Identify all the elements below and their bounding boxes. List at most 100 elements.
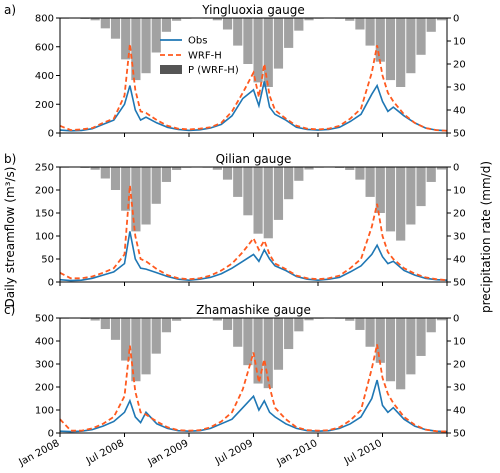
precip-bar xyxy=(151,18,161,53)
precip-bar xyxy=(131,318,141,382)
precip-bar xyxy=(121,18,131,60)
precip-bar xyxy=(243,167,253,216)
precip-bar xyxy=(385,167,396,232)
precip-bar xyxy=(416,18,426,55)
left-y-tick-label: 600 xyxy=(35,42,54,53)
panel-title: Zhamashike gauge xyxy=(196,303,311,317)
right-y-tick-label: 40 xyxy=(453,106,466,117)
right-y-tick-label: 30 xyxy=(453,383,466,394)
left-y-tick-label: 200 xyxy=(35,186,54,197)
x-tick-label: Jul 2008 xyxy=(84,438,126,467)
precip-bar xyxy=(355,18,365,30)
precip-bar xyxy=(161,18,172,32)
precip-bar xyxy=(212,18,222,21)
left-y-tick-label: 0 xyxy=(48,129,54,140)
left-y-tick-label: 50 xyxy=(41,255,54,266)
precip-bar xyxy=(416,318,426,356)
precip-bar xyxy=(172,167,182,170)
legend: Obs WRF-H P (WRF-H) xyxy=(160,36,239,76)
precip-bar xyxy=(253,167,263,234)
precip-bar xyxy=(396,318,406,390)
right-y-tick-label: 20 xyxy=(453,209,466,220)
precip-bar xyxy=(243,18,253,64)
precip-bar xyxy=(436,318,446,321)
precip-bar xyxy=(263,18,273,87)
precip-bar xyxy=(406,318,416,375)
precip-bar xyxy=(416,167,426,207)
x-tick-label: Jul 2010 xyxy=(342,438,384,467)
right-y-tick-label: 0 xyxy=(453,314,459,325)
precip-bar xyxy=(172,18,182,21)
precip-bar xyxy=(222,318,233,330)
right-y-tick-label: 10 xyxy=(453,186,466,197)
precip-bar xyxy=(345,318,355,321)
panel-title: Qilian gauge xyxy=(216,152,292,166)
precip-bar xyxy=(100,318,110,330)
precip-bar xyxy=(284,167,294,200)
right-y-tick-label: 10 xyxy=(453,337,466,348)
panel-title: Yingluoxia gauge xyxy=(201,3,305,17)
precip-bar xyxy=(100,18,110,29)
left-y-tick-label: 500 xyxy=(35,314,54,325)
precip-bar xyxy=(90,318,100,321)
precip-bar xyxy=(131,167,141,232)
right-y-tick-label: 40 xyxy=(453,406,466,417)
left-y-tick-label: 800 xyxy=(35,14,54,25)
precip-bar xyxy=(161,167,172,182)
x-tick-label: Jan 2010 xyxy=(274,438,319,469)
right-y-tick-label: 10 xyxy=(453,37,466,48)
wrf-series-line xyxy=(59,43,448,132)
panel-letter: b) xyxy=(4,152,16,166)
right-y-tick-label: 50 xyxy=(453,278,466,289)
precip-bar xyxy=(151,167,161,204)
right-y-tick-label: 20 xyxy=(453,60,466,71)
precip-bar xyxy=(345,167,355,170)
precip-bar xyxy=(273,318,284,370)
left-y-tick-label: 300 xyxy=(35,360,54,371)
precip-bar xyxy=(100,167,110,179)
right-y-tick-label: 20 xyxy=(453,360,466,371)
precip-bar xyxy=(212,167,222,170)
panel-letter: a) xyxy=(4,3,16,17)
precip-bar xyxy=(90,167,100,170)
precip-bar xyxy=(131,18,141,81)
precip-bar xyxy=(304,167,314,170)
left-y-tick-label: 400 xyxy=(35,337,54,348)
precip-bar xyxy=(426,167,436,182)
right-y-tick-label: 50 xyxy=(453,429,466,440)
precip-bar xyxy=(426,318,436,333)
precip-bar xyxy=(273,167,284,220)
x-tick-label: Jan 2008 xyxy=(16,438,61,469)
precip-bar xyxy=(304,318,314,321)
precip-bar xyxy=(90,18,100,21)
right-y-tick-label: 30 xyxy=(453,232,466,243)
precip-bar xyxy=(294,167,304,181)
left-y-tick-label: 0 xyxy=(48,429,54,440)
precip-bar xyxy=(253,318,263,384)
legend-wrf-label: WRF-H xyxy=(188,51,222,62)
right-y-axis-label: precipitation rate (mm/d) xyxy=(479,161,493,313)
precip-bar xyxy=(253,18,263,83)
x-tick-label: Jul 2009 xyxy=(213,438,255,467)
left-y-tick-label: 200 xyxy=(35,383,54,394)
precip-bar xyxy=(396,167,406,241)
precip-bar xyxy=(121,167,131,211)
right-y-tick-label: 30 xyxy=(453,83,466,94)
left-y-tick-label: 400 xyxy=(35,71,54,82)
panel-2: 0 50 100 150 200 250 0 10 20 30 40 50 b) Qilian gauge xyxy=(4,152,466,289)
precip-bar xyxy=(110,18,121,39)
precip-bar xyxy=(172,318,182,321)
precip-bar xyxy=(141,167,151,225)
panel-1: 0 200 400 600 800 0 10 20 30 40 50 a) Yingluoxia gau… xyxy=(4,3,466,140)
x-tick-label: Jan 2009 xyxy=(145,438,190,469)
precip-bar xyxy=(294,318,304,332)
wrf-series-line xyxy=(59,185,448,282)
precip-bar xyxy=(110,167,121,190)
precip-bar xyxy=(355,167,365,180)
precip-bar xyxy=(426,18,436,32)
precip-bar xyxy=(161,318,172,333)
obs-series-line xyxy=(59,231,448,282)
left-y-tick-label: 0 xyxy=(48,278,54,289)
